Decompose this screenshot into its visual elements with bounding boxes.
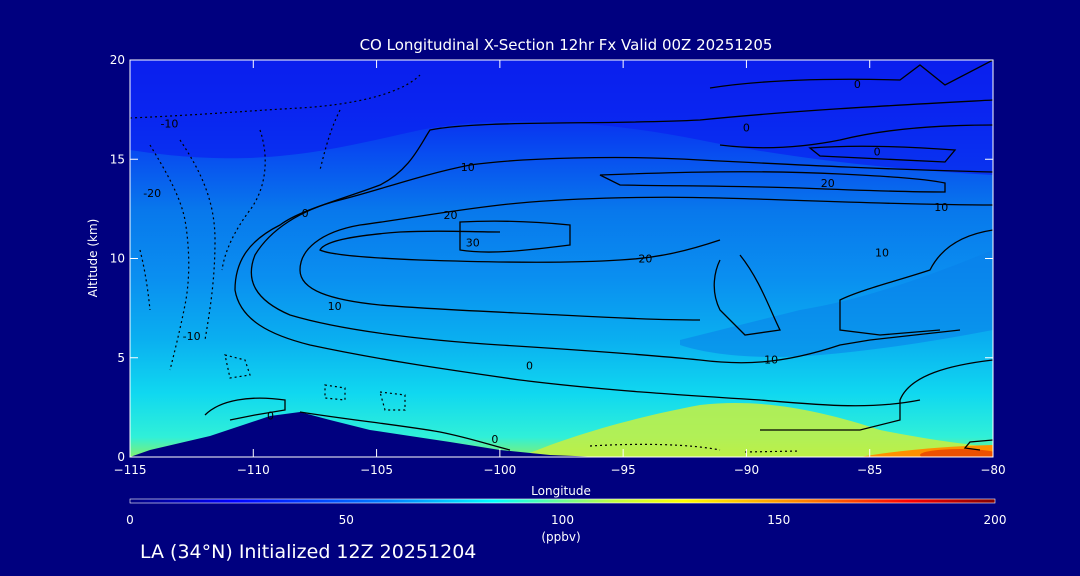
colorbar [129,498,996,504]
contour-line [760,359,993,431]
contour-label: 20 [821,177,835,190]
contour-line [719,124,993,149]
y-tick-label: 5 [117,351,125,365]
contour-label: 10 [875,247,889,260]
mid-region [680,250,993,357]
surface-high-region [520,402,993,457]
contour-label: 0 [302,207,309,220]
contour-label: -10 [160,118,178,131]
contour-line [709,60,993,89]
chart-title: CO Longitudinal X-Section 12hr Fx Valid … [360,36,773,54]
contour-label: 20 [638,253,652,266]
colorbar-tick-label: 50 [339,513,354,527]
footer-caption: LA (34°N) Initialized 12Z 20251204 [140,541,477,563]
contour-line [808,145,957,163]
y-tick-label: 20 [110,53,125,67]
y-tick-label: 15 [110,152,125,166]
contour-label: 0 [743,121,750,134]
contour-line [224,354,251,379]
x-tick-label: −85 [857,463,882,477]
contour-line [319,109,341,171]
contour-label: 0 [526,360,533,373]
contour-line [250,156,993,364]
contour-line [319,230,721,263]
x-axis-label: Longitude [531,484,591,498]
colorbar-tick-label: 150 [767,513,790,527]
contour-label: 0 [491,433,498,446]
contour-line [179,139,216,341]
y-axis: 0 5 10 15 20 [110,53,993,464]
contour-label: -20 [143,187,161,200]
contour-line [589,443,721,451]
x-tick-label: −95 [610,463,635,477]
x-axis: −115 −110 −105 −100 −95 −90 −85 −80 [114,60,1006,477]
colorbar-tick-label: 200 [984,513,1007,527]
plot-area: 0 0 0 -10 -20 -10 0 0 10 20 10 20 30 20 10 10 10 0 0 [130,60,993,457]
x-tick-label: −110 [237,463,270,477]
contour-line [713,254,781,336]
contour-label: 0 [267,409,274,422]
x-tick-label: −105 [360,463,393,477]
contour-label: 30 [466,237,480,250]
contour-label: 10 [934,201,948,214]
dotted-contours [130,74,801,453]
terrain [130,412,600,457]
contour-line [744,450,801,453]
contour-line [149,144,190,371]
contour-line [234,99,993,407]
y-tick-label: 0 [117,450,125,464]
y-axis-label: Altitude (km) [86,219,100,298]
colorbar-ticks: 0 50 100 150 200 [126,513,1006,527]
x-tick-label: −90 [734,463,759,477]
contour-line [459,220,571,253]
colorbar-label: (ppbv) [541,530,580,544]
contour-labels: 0 0 0 -10 -20 -10 0 0 10 20 10 20 30 20 10 10 10 0 0 [143,78,948,446]
surface-hot-core [920,449,993,457]
contour-line [204,397,286,421]
x-tick-label: −80 [980,463,1005,477]
contour-line [139,249,151,311]
contour-label: -10 [183,330,201,343]
contour-label: 0 [874,145,881,158]
contour-line [963,439,993,451]
contour-label: 0 [854,78,861,91]
colorbar-tick-label: 0 [126,513,134,527]
contour-line [324,384,346,401]
contour-line [599,171,946,193]
contour-line [221,129,266,271]
upper-low-region [130,60,993,175]
contour-line [379,391,406,411]
x-tick-label: −100 [483,463,516,477]
y-tick-label: 10 [110,252,125,266]
contour-line [130,74,421,119]
contour-line [839,229,993,336]
contour-lines [204,60,993,451]
contour-line [299,196,993,321]
contour-label: 20 [444,209,458,222]
contour-label: 10 [328,300,342,313]
contour-label: 10 [764,354,778,367]
contour-label: 10 [461,161,475,174]
x-tick-label: −115 [114,463,147,477]
colorbar-tick-label: 100 [551,513,574,527]
contour-line [299,411,511,451]
